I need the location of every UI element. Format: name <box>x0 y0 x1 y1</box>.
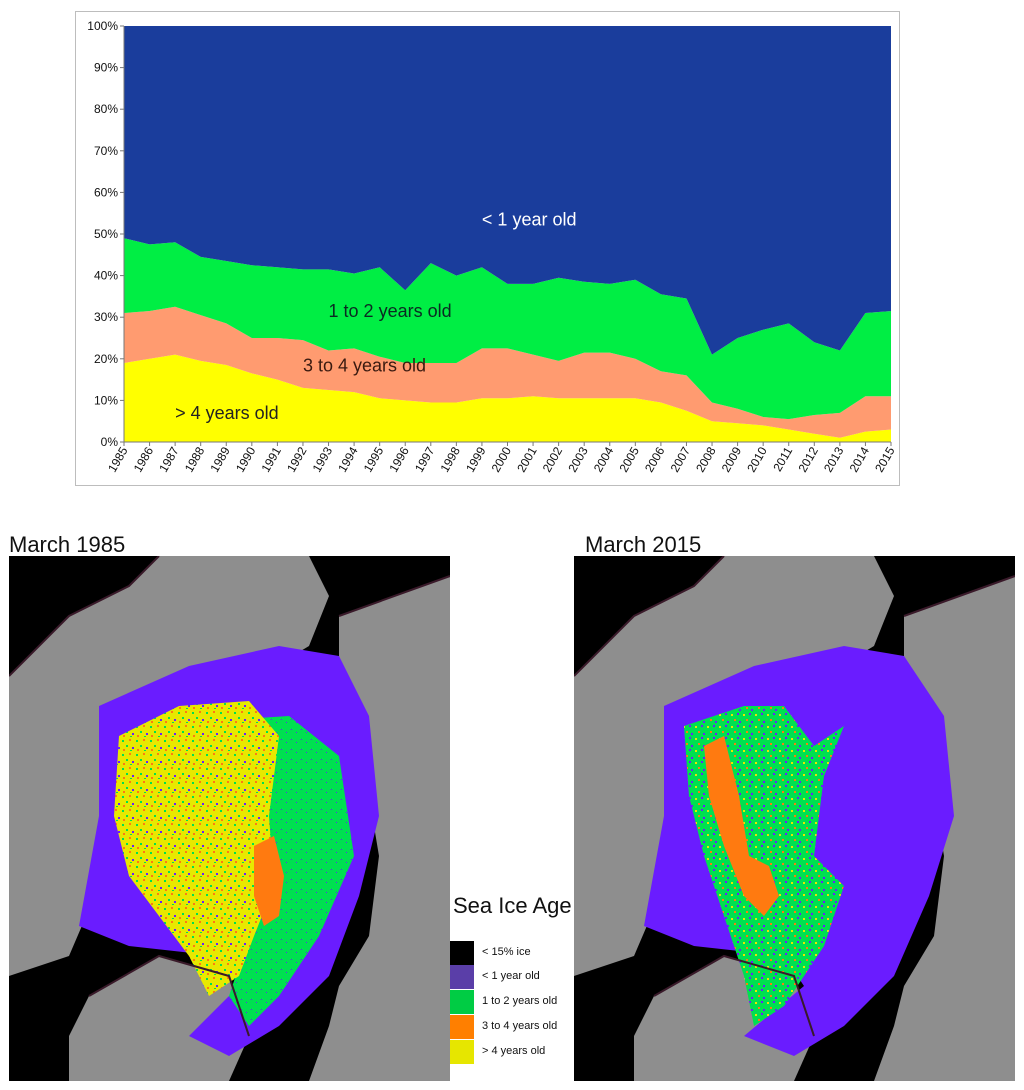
legend-swatch <box>450 1015 474 1039</box>
sea-ice-age-area-chart: 0% 10% 20% 30% 40% 50% 60% 70% 80% 90% 100% 1985 19… <box>87 19 898 475</box>
legend-swatch <box>450 1040 474 1064</box>
x-tick-label: 1992 <box>284 444 310 474</box>
third-fourth-year-ice-2015 <box>704 736 779 916</box>
x-tick-label: 2015 <box>872 444 898 474</box>
x-axis: 1985 1986 1987 1988 1989 1990 1991 1992 1993 1994… <box>105 441 898 475</box>
x-tick-label: 1994 <box>335 444 361 474</box>
y-tick-label: 80% <box>94 102 118 116</box>
map-title-1985: March 1985 <box>9 532 126 557</box>
x-tick-label: 2011 <box>770 444 795 474</box>
x-tick-label: 2002 <box>540 444 566 474</box>
legend-swatch <box>450 941 474 965</box>
legend-item-ice-free: < 15% ice <box>450 941 578 965</box>
legend-label: > 4 years old <box>482 1045 546 1057</box>
x-tick-label: 1987 <box>156 444 182 474</box>
area-series-1-year-old <box>124 26 891 355</box>
annotation-4-years-old: > 4 years old <box>175 403 279 423</box>
legend-item-first-year: < 1 year old <box>450 965 578 989</box>
legend-swatch <box>450 990 474 1014</box>
y-tick-label: 40% <box>94 269 118 283</box>
land-greenland <box>69 956 249 1081</box>
x-tick-label: 2010 <box>744 444 770 474</box>
annotation-1-year-old: < 1 year old <box>482 210 577 230</box>
x-tick-label: 2013 <box>821 444 847 474</box>
x-tick-label: 2001 <box>514 444 540 474</box>
y-tick-label: 60% <box>94 185 118 199</box>
y-tick-label: 70% <box>94 144 118 158</box>
y-axis: 0% 10% 20% 30% 40% 50% 60% 70% 80% 90% 100% <box>87 19 125 449</box>
x-tick-label: 2008 <box>693 444 719 474</box>
x-tick-label: 1990 <box>233 444 259 474</box>
annotation-1-to-2-years-old: 1 to 2 years old <box>329 301 452 321</box>
x-tick-label: 2000 <box>489 444 515 474</box>
coastline-1985 <box>9 556 450 1037</box>
x-tick-label: 1996 <box>386 444 412 474</box>
x-tick-label: 2009 <box>719 444 745 474</box>
legend-item-multi-year: > 4 years old <box>450 1040 578 1064</box>
arctic-map-2015 <box>574 556 1015 1081</box>
legend-item-third-fourth-year: 3 to 4 years old <box>450 1015 578 1039</box>
x-tick-label: 1989 <box>207 444 233 474</box>
x-tick-label: 1997 <box>412 444 438 474</box>
x-tick-label: 1988 <box>182 444 208 474</box>
x-tick-label: 1995 <box>361 444 387 474</box>
x-tick-label: 1993 <box>310 444 336 474</box>
arctic-map-1985 <box>9 556 450 1081</box>
x-tick-label: 2014 <box>847 444 873 474</box>
y-tick-label: 100% <box>87 19 118 33</box>
sea-ice-age-legend: Sea Ice Age < 15% ice < 1 year old 1 to … <box>447 893 577 1075</box>
multi-year-ice-1985 <box>114 701 279 996</box>
legend-label: 3 to 4 years old <box>482 1020 558 1032</box>
legend-item-second-year: 1 to 2 years old <box>450 990 578 1014</box>
legend-label: < 15% ice <box>482 946 531 958</box>
area-layers <box>124 26 891 442</box>
x-tick-label: 2005 <box>616 444 642 474</box>
area-series-1-to-2-years-old <box>124 238 891 420</box>
y-tick-label: 50% <box>94 227 118 241</box>
x-tick-label: 1986 <box>131 444 157 474</box>
x-tick-label: 2004 <box>591 444 617 474</box>
y-tick-label: 20% <box>94 352 118 366</box>
x-tick-label: 2012 <box>795 444 821 474</box>
x-tick-label: 1999 <box>463 444 489 474</box>
y-tick-label: 0% <box>101 435 119 449</box>
x-tick-label: 1991 <box>259 444 285 474</box>
land-eurasia <box>309 576 450 1081</box>
y-tick-label: 10% <box>94 393 118 407</box>
map-title-2015: March 2015 <box>585 532 702 557</box>
x-tick-label: 2007 <box>668 444 694 474</box>
third-fourth-year-ice-1985 <box>254 836 284 926</box>
coastline-2015 <box>574 556 1015 1037</box>
y-tick-label: 30% <box>94 310 118 324</box>
x-tick-label: 1998 <box>437 444 463 474</box>
legend-title: Sea Ice Age <box>453 893 572 918</box>
area-series-3-to-4-years-old <box>124 306 891 438</box>
chart-frame: 0% 10% 20% 30% 40% 50% 60% 70% 80% 90% 100% 1985 19… <box>75 11 900 486</box>
x-tick-label: 2006 <box>642 444 668 474</box>
x-tick-label: 2003 <box>565 444 591 474</box>
legend-label: 1 to 2 years old <box>482 995 558 1007</box>
y-tick-label: 90% <box>94 61 118 75</box>
legend-swatch <box>450 965 474 989</box>
annotations: < 1 year old 1 to 2 years old 3 to 4 years… <box>175 210 576 423</box>
annotation-3-to-4-years-old: 3 to 4 years old <box>303 355 426 375</box>
legend-label: < 1 year old <box>482 970 540 982</box>
